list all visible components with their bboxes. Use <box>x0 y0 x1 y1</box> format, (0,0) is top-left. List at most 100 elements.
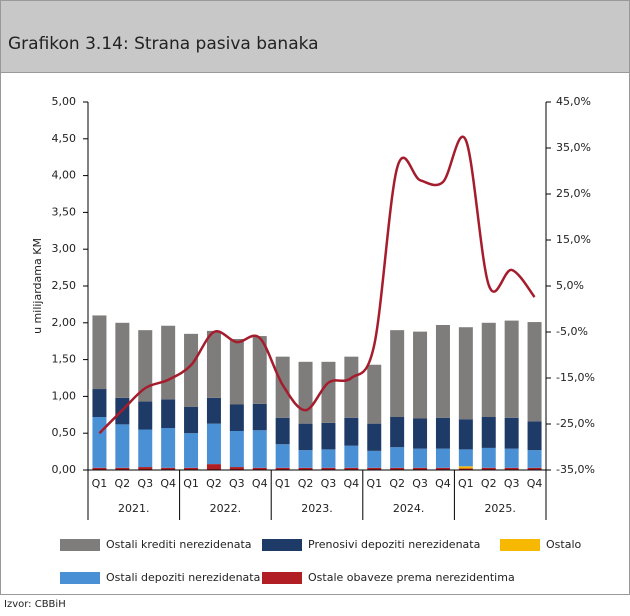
y-tick-label: 3,00 <box>52 242 77 255</box>
y-tick-label: 1,50 <box>52 353 77 366</box>
bar-segment <box>481 467 496 470</box>
bar-segment <box>229 404 244 431</box>
bar-segment <box>275 467 290 470</box>
x-tick-label: Q2 <box>298 477 314 490</box>
bar-segment <box>229 430 244 468</box>
y2-tick-label: -15,0% <box>556 371 595 384</box>
bar-segment <box>115 322 130 398</box>
x-tick-label: Q3 <box>137 477 153 490</box>
legend-swatch <box>262 572 302 584</box>
bar-segment <box>435 448 450 468</box>
bar-segment <box>390 330 405 418</box>
bar-segment <box>138 467 153 470</box>
bar-segment <box>298 423 313 451</box>
bar-segment <box>504 448 519 468</box>
bar-segment <box>184 406 199 434</box>
x-tick-label: Q1 <box>458 477 474 490</box>
x-tick-label: Q2 <box>115 477 131 490</box>
bar-segment <box>367 450 382 468</box>
bar-segment <box>321 422 336 450</box>
bar-segment <box>92 467 107 470</box>
y-tick-label: 2,00 <box>52 316 77 329</box>
x-tick-label: Q2 <box>389 477 405 490</box>
bar-segment <box>161 399 176 429</box>
legend-label: Ostali depoziti nerezidenata <box>106 571 260 584</box>
x-tick-label: Q3 <box>229 477 245 490</box>
bar-segment <box>138 429 153 468</box>
bar-segment <box>161 428 176 468</box>
y2-tick-label: 25,0% <box>556 187 591 200</box>
bar-segment <box>344 417 359 446</box>
bar-segment <box>138 330 153 402</box>
y-axis-label: u milijardama KM <box>31 238 44 334</box>
bar-segment <box>138 401 153 430</box>
bar-segment <box>458 419 473 450</box>
chart-title: Grafikon 3.14: Strana pasiva banaka <box>8 34 319 54</box>
legend-label: Ostalo <box>546 538 581 551</box>
bar-segment <box>206 397 221 424</box>
y2-tick-label: -5,0% <box>556 325 588 338</box>
bar-segment <box>527 450 542 468</box>
x-tick-label: Q1 <box>183 477 199 490</box>
bar-segment <box>252 403 267 431</box>
bar-segment <box>504 417 519 449</box>
bar-segment <box>458 449 473 467</box>
bar-segment <box>161 467 176 470</box>
bar-segment <box>321 361 336 423</box>
bar-segment <box>413 418 428 449</box>
bar-segment <box>481 447 496 468</box>
bar-segment <box>298 361 313 424</box>
frame <box>0 0 630 595</box>
x-tick-label: Q4 <box>527 477 543 490</box>
bar-segment <box>298 450 313 468</box>
bar-segment <box>92 315 107 390</box>
legend-swatch <box>262 539 302 551</box>
bar-segment <box>206 330 221 398</box>
y-tick-label: 0,50 <box>52 426 77 439</box>
bar-segment <box>481 322 496 418</box>
bar-segment <box>92 417 107 468</box>
bar-segment <box>435 325 450 418</box>
bar-segment <box>527 467 542 470</box>
bar-segment <box>229 338 244 405</box>
bar-segment <box>206 464 221 470</box>
y-tick-label: 0,00 <box>52 463 77 476</box>
legend-label: Prenosivi depoziti nerezidenata <box>308 538 480 551</box>
bar-segment <box>458 468 473 470</box>
y-tick-label: 5,00 <box>52 95 77 108</box>
x-tick-label: Q1 <box>366 477 382 490</box>
bar-segment <box>367 467 382 470</box>
bar-segment <box>298 467 313 470</box>
bar-segment <box>413 331 428 419</box>
x-tick-label: Q1 <box>92 477 108 490</box>
y2-tick-label: 45,0% <box>556 95 591 108</box>
bar-segment <box>527 421 542 451</box>
bar-segment <box>390 447 405 468</box>
legend-swatch <box>60 572 100 584</box>
bar-segment <box>344 445 359 468</box>
x-tick-label: Q3 <box>412 477 428 490</box>
bar-segment <box>504 467 519 470</box>
y2-tick-label: -35,0% <box>556 463 595 476</box>
x-tick-label: Q3 <box>504 477 520 490</box>
bar-segment <box>115 424 130 468</box>
y-tick-label: 2,50 <box>52 279 77 292</box>
bar-segment <box>321 449 336 468</box>
bar-segment <box>115 467 130 470</box>
legend-label: Ostali krediti nerezidenata <box>106 538 252 551</box>
bar-segment <box>275 417 290 445</box>
bar-segment <box>344 356 359 418</box>
year-label: 2022. <box>210 502 242 515</box>
x-tick-label: Q4 <box>435 477 451 490</box>
y-tick-label: 3,50 <box>52 205 77 218</box>
bar-segment <box>458 327 473 420</box>
bar-segment <box>184 433 199 468</box>
year-label: 2023. <box>301 502 333 515</box>
bar-segment <box>390 467 405 470</box>
x-tick-label: Q4 <box>160 477 176 490</box>
bar-segment <box>481 417 496 448</box>
bar-segment <box>161 325 176 400</box>
header <box>0 0 630 73</box>
y2-tick-label: 35,0% <box>556 141 591 154</box>
